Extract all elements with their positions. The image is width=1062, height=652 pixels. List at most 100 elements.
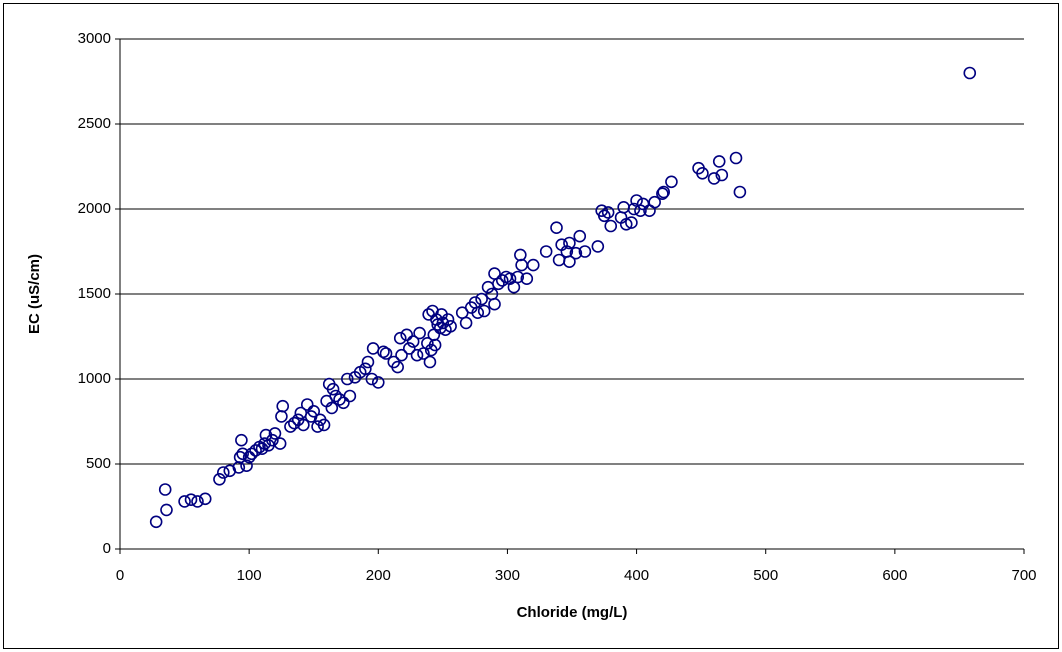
point (428, 338, 442, 352)
point (233, 450, 247, 464)
y-axis-title: EC (uS/cm) (26, 254, 43, 334)
y-tick-label: 0 (103, 540, 111, 557)
point (406, 335, 420, 348)
point (359, 362, 372, 376)
point (361, 355, 375, 369)
point (410, 348, 424, 362)
point (511, 270, 525, 284)
point (657, 185, 670, 199)
point (268, 427, 282, 440)
point (604, 219, 618, 233)
point (326, 382, 340, 396)
point (337, 396, 350, 410)
point (343, 389, 357, 403)
y-tick-label: 3000 (78, 30, 111, 47)
y-tick-label: 2500 (78, 115, 111, 132)
point (591, 240, 605, 253)
point (325, 401, 339, 415)
point (475, 292, 488, 306)
point (707, 172, 721, 185)
point (712, 155, 726, 168)
point (240, 459, 253, 473)
point (249, 444, 262, 457)
point (459, 316, 473, 330)
point (393, 331, 407, 345)
point (444, 319, 457, 333)
y-tick-label: 500 (86, 455, 111, 472)
point (619, 218, 633, 231)
x-tick-label: 0 (116, 567, 124, 584)
point (569, 246, 583, 260)
point (317, 418, 331, 432)
point (266, 433, 279, 447)
point (297, 418, 310, 432)
x-tick-label: 300 (495, 567, 520, 584)
point (300, 398, 314, 411)
point (963, 66, 977, 80)
y-tick-label: 2000 (78, 200, 111, 217)
point (648, 195, 661, 209)
point (733, 185, 747, 199)
point (198, 492, 212, 506)
point (625, 216, 638, 229)
point (601, 206, 615, 219)
point (184, 493, 198, 507)
y-tick-label: 1000 (78, 370, 111, 387)
point (413, 326, 426, 340)
point (665, 175, 678, 189)
point (402, 342, 416, 355)
point (191, 495, 204, 508)
point (656, 187, 669, 200)
x-tick-label: 100 (237, 567, 262, 584)
point (178, 495, 191, 508)
point (520, 272, 534, 286)
point (365, 372, 379, 386)
point (563, 236, 576, 250)
point (288, 416, 301, 430)
point (391, 360, 404, 374)
point (371, 376, 385, 389)
point (563, 255, 576, 269)
point (158, 483, 172, 496)
point (441, 313, 455, 326)
point (311, 420, 324, 433)
point (340, 372, 354, 386)
x-tick-label: 200 (366, 567, 391, 584)
point (488, 297, 501, 311)
x-tick-label: 500 (753, 567, 778, 584)
point (539, 245, 553, 258)
point (236, 447, 249, 461)
point (400, 328, 413, 342)
chart-frame (3, 3, 1059, 649)
x-tick-label: 700 (1011, 567, 1036, 584)
x-axis-title: Chloride (mg/L) (517, 604, 628, 621)
point (273, 437, 287, 450)
point (492, 277, 505, 291)
point (471, 306, 485, 320)
point (235, 433, 248, 447)
point (307, 404, 321, 418)
point (379, 347, 393, 360)
point (421, 336, 434, 350)
y-tick-label: 1500 (78, 285, 111, 302)
point (696, 167, 709, 180)
point (160, 503, 173, 517)
point (423, 355, 437, 369)
point (217, 466, 230, 479)
point (213, 472, 226, 486)
point (149, 515, 163, 529)
point (245, 447, 259, 461)
point (550, 221, 563, 234)
point (284, 420, 297, 433)
point (634, 204, 647, 217)
point (597, 209, 611, 223)
point (329, 389, 342, 403)
point (578, 245, 592, 258)
point (636, 197, 650, 211)
point (495, 274, 509, 287)
point (242, 450, 256, 464)
point (377, 345, 390, 359)
point (715, 168, 729, 182)
